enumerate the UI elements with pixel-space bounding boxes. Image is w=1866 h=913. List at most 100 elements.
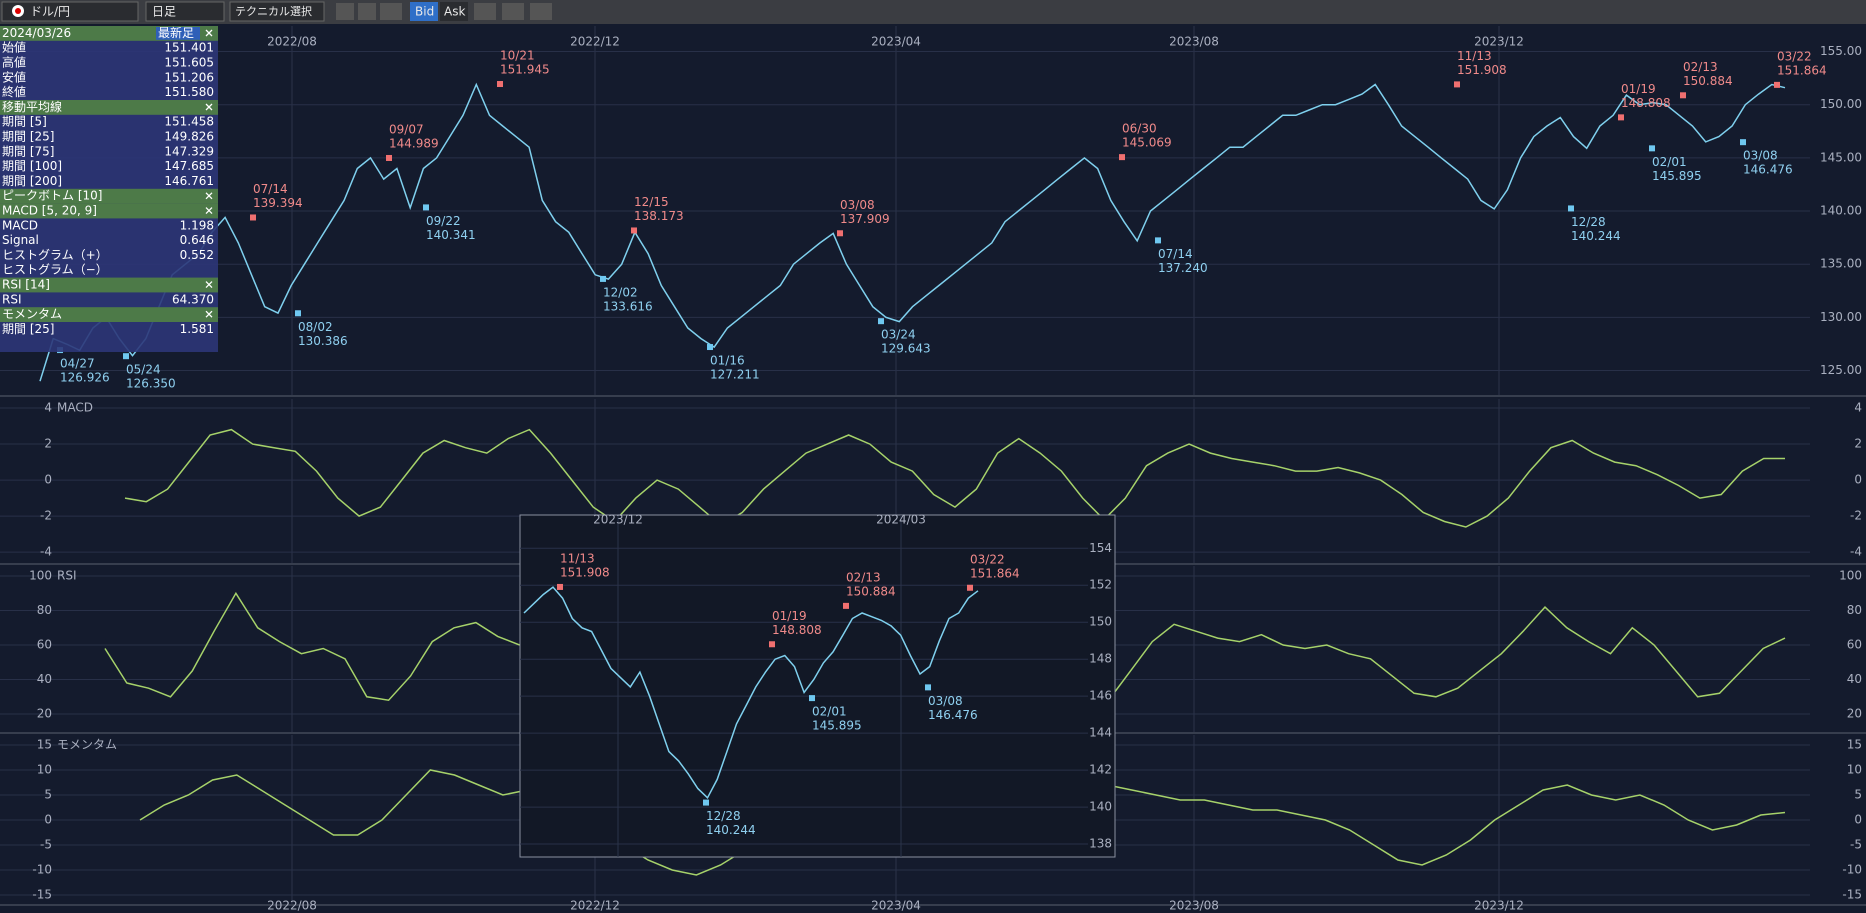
pivot-value: 151.908 bbox=[1457, 63, 1507, 77]
pivot-marker bbox=[1649, 145, 1655, 152]
ask-button[interactable] bbox=[440, 2, 468, 21]
pivot-date: 11/13 bbox=[560, 551, 595, 565]
pivot-marker bbox=[843, 602, 849, 609]
y-tick-label: 5 bbox=[1854, 788, 1862, 802]
pivot-date: 12/28 bbox=[1571, 215, 1606, 229]
section-header bbox=[0, 100, 218, 115]
inset-y-tick-label: 144 bbox=[1089, 726, 1112, 740]
chart-type[interactable] bbox=[380, 3, 402, 20]
pivot-date: 01/19 bbox=[772, 609, 807, 623]
pivot-value: 145.895 bbox=[812, 719, 862, 733]
y-tick-label: -5 bbox=[40, 838, 52, 852]
y-tick-label: 40 bbox=[1847, 672, 1862, 686]
pivot-date: 03/22 bbox=[1777, 49, 1812, 63]
price-line bbox=[39, 82, 1786, 382]
pivot-date: 06/30 bbox=[1122, 122, 1157, 136]
section-title: モメンタム bbox=[2, 307, 62, 321]
row-value: 151.605 bbox=[164, 56, 214, 70]
pivot-marker bbox=[631, 227, 637, 234]
y-tick-label: -15 bbox=[32, 888, 52, 902]
pivot-date: 09/07 bbox=[389, 122, 424, 136]
y-tick-label: 10 bbox=[37, 763, 52, 777]
inset-y-tick-label: 154 bbox=[1089, 541, 1112, 555]
flag-dot bbox=[15, 8, 21, 14]
draw-tool[interactable] bbox=[336, 3, 354, 20]
inset-chart: 154 152 150 148 146 144 142 140 138 2023/12 2024/0… bbox=[519, 513, 1116, 858]
zoom-out[interactable] bbox=[502, 3, 524, 20]
row-label: 期間 [75] bbox=[2, 144, 54, 158]
row-value: 151.458 bbox=[164, 115, 214, 129]
y-tick-label: 100 bbox=[29, 569, 52, 583]
y-tick-label: -2 bbox=[1850, 509, 1862, 523]
row-label: ヒストグラム（−） bbox=[2, 263, 108, 277]
pivot-date: 01/19 bbox=[1621, 82, 1656, 96]
y-tick-label: 2 bbox=[1854, 437, 1862, 451]
info-tool[interactable] bbox=[358, 3, 376, 20]
pivot-date: 05/24 bbox=[126, 363, 161, 377]
row-value: 151.580 bbox=[164, 85, 214, 99]
pivot-marker bbox=[423, 204, 429, 211]
timeframe-select[interactable] bbox=[145, 1, 225, 22]
row-label: 期間 [25] bbox=[2, 322, 54, 336]
pivot-date: 01/16 bbox=[710, 354, 745, 368]
x-label: 2023/12 bbox=[1474, 899, 1524, 913]
row-value: 147.329 bbox=[164, 144, 214, 158]
row-label: 期間 [5] bbox=[2, 115, 47, 129]
pivot-marker bbox=[1568, 205, 1574, 212]
zoom-in[interactable] bbox=[530, 3, 552, 20]
pivot-marker bbox=[707, 344, 713, 351]
pair-select[interactable] bbox=[1, 1, 139, 22]
pivot-value: 139.394 bbox=[253, 196, 303, 210]
row-label: 始値 bbox=[2, 40, 26, 55]
x-label: 2022/08 bbox=[267, 899, 317, 913]
inset-price-line bbox=[523, 586, 979, 800]
pivot-value: 144.989 bbox=[389, 136, 439, 150]
indicator-tool[interactable] bbox=[474, 3, 496, 20]
pivot-marker bbox=[878, 318, 884, 325]
y-tick-label: 4 bbox=[44, 401, 52, 415]
y-tick-label: 150.00 bbox=[1820, 97, 1862, 111]
technical-select[interactable] bbox=[229, 1, 325, 22]
pivot-value: 148.808 bbox=[1621, 96, 1671, 110]
y-tick-label: 4 bbox=[1854, 401, 1862, 415]
section-title: RSI [14] bbox=[2, 278, 50, 292]
pivot-value: 140.341 bbox=[426, 228, 476, 242]
y-tick-label: -10 bbox=[1842, 863, 1862, 877]
pivot-value: 138.173 bbox=[634, 209, 684, 223]
section-header bbox=[0, 188, 218, 204]
inset-background bbox=[519, 514, 1116, 858]
pivot-date: 02/13 bbox=[1683, 60, 1718, 74]
pivot-marker bbox=[1454, 81, 1460, 88]
y-tick-label: 20 bbox=[1847, 707, 1862, 721]
pivot-date: 08/02 bbox=[298, 320, 333, 334]
row-value: 64.370 bbox=[172, 292, 214, 306]
row-value: 151.401 bbox=[164, 41, 214, 55]
pivot-value: 151.864 bbox=[970, 566, 1020, 580]
y-tick-label: 140.00 bbox=[1820, 204, 1862, 218]
panel-title: MACD bbox=[57, 401, 93, 415]
pivot-value: 126.926 bbox=[60, 371, 110, 385]
row-label: 高値 bbox=[2, 55, 26, 70]
x-label: 2023/04 bbox=[871, 35, 921, 49]
pivot-date: 11/13 bbox=[1457, 49, 1492, 63]
close-button bbox=[205, 29, 213, 37]
inset-x-label: 2024/03 bbox=[876, 513, 926, 527]
y-tick-label: -15 bbox=[1842, 888, 1862, 902]
pivot-marker bbox=[769, 641, 775, 648]
y-tick-label: 130.00 bbox=[1820, 310, 1862, 324]
section-header bbox=[0, 307, 218, 322]
bid-button[interactable] bbox=[410, 2, 438, 21]
section-title: 2024/03/26 bbox=[2, 26, 71, 40]
pivot-marker bbox=[809, 695, 815, 702]
pivot-date: 03/22 bbox=[970, 552, 1005, 566]
row-label: RSI bbox=[2, 292, 22, 306]
badge: 最新足 bbox=[158, 25, 194, 40]
pivot-date: 02/13 bbox=[846, 570, 881, 584]
y-tick-label: 60 bbox=[37, 638, 52, 652]
pivot-value: 148.808 bbox=[772, 623, 822, 637]
x-label: 2023/08 bbox=[1169, 899, 1219, 913]
pivot-date: 09/22 bbox=[426, 214, 461, 228]
